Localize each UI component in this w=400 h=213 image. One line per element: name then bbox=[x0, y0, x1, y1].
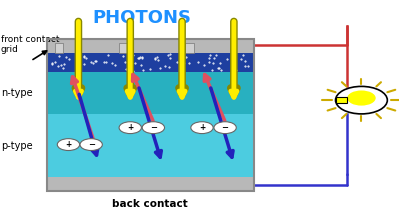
Circle shape bbox=[80, 139, 102, 151]
Bar bbox=[46, 114, 254, 177]
Circle shape bbox=[57, 139, 80, 151]
Circle shape bbox=[347, 91, 376, 106]
Circle shape bbox=[191, 122, 213, 134]
Bar bbox=[46, 39, 254, 191]
Text: front contact
grid: front contact grid bbox=[1, 35, 59, 54]
Text: +: + bbox=[127, 123, 133, 132]
Text: +: + bbox=[199, 123, 205, 132]
Text: n-type: n-type bbox=[1, 88, 32, 98]
Text: p-type: p-type bbox=[1, 141, 32, 151]
Circle shape bbox=[119, 122, 142, 134]
Bar bbox=[336, 97, 347, 103]
Text: back contact: back contact bbox=[112, 199, 188, 209]
Circle shape bbox=[142, 122, 164, 134]
Text: +: + bbox=[65, 140, 72, 149]
Bar bbox=[46, 39, 254, 53]
Circle shape bbox=[336, 86, 387, 114]
Bar bbox=[46, 177, 254, 191]
Circle shape bbox=[214, 122, 236, 134]
Text: PHOTONS: PHOTONS bbox=[93, 9, 192, 27]
Bar bbox=[46, 72, 254, 114]
Bar bbox=[46, 53, 254, 72]
Bar bbox=[54, 43, 63, 53]
Bar bbox=[186, 43, 194, 53]
Bar bbox=[119, 43, 128, 53]
Text: −: − bbox=[150, 123, 157, 132]
Text: −: − bbox=[88, 140, 95, 149]
Text: −: − bbox=[222, 123, 229, 132]
